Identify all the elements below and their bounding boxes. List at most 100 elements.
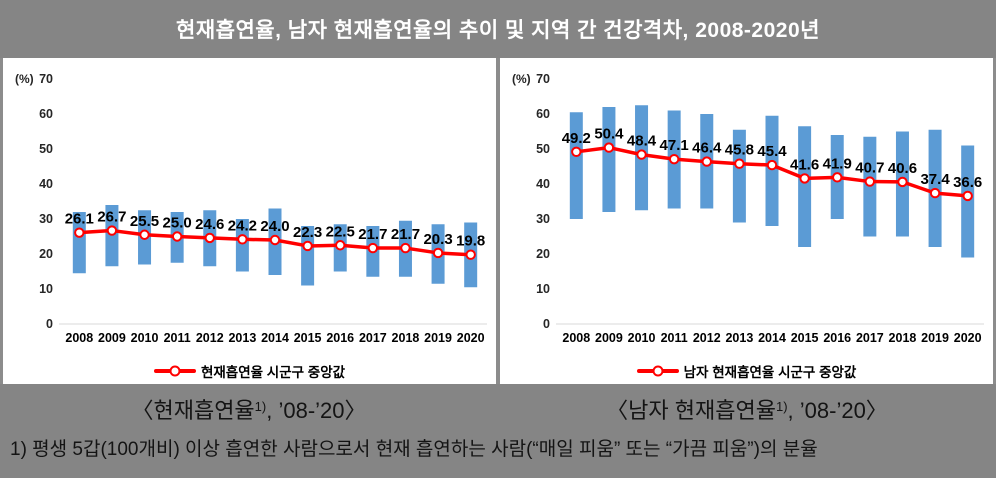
x-tick-label: 2011	[163, 331, 190, 345]
median-marker	[269, 234, 280, 246]
median-marker	[635, 149, 647, 160]
data-label: 22.3	[293, 224, 322, 241]
median-marker	[73, 227, 85, 238]
median-marker	[864, 176, 875, 187]
y-tick-label: 0	[46, 317, 53, 331]
y-tick-label: 40	[39, 177, 53, 191]
data-label: 49.2	[561, 130, 590, 147]
captions-row: 〈현재흡연율1), ’08-’20〉 〈남자 현재흡연율1), ’08-’20〉	[0, 384, 996, 425]
data-label: 40.6	[887, 160, 916, 177]
y-tick-label: 10	[39, 282, 53, 296]
data-label: 45.4	[757, 143, 787, 160]
x-tick-label: 2020	[953, 331, 981, 345]
data-label: 25.0	[162, 215, 191, 232]
legend-marker-icon	[153, 365, 196, 377]
data-label: 24.2	[227, 217, 256, 234]
y-tick-label: 20	[536, 247, 550, 261]
data-label: 20.3	[423, 231, 452, 248]
median-marker	[929, 187, 940, 199]
median-marker	[961, 190, 973, 202]
y-tick-label: 0	[543, 317, 550, 331]
caption-text: 〈남자 현재흡연율	[606, 398, 776, 423]
legend-male-smoking: 남자 현재흡연율 시군구 중앙값	[636, 361, 856, 381]
x-tick-label: 2009	[98, 331, 126, 345]
data-label: 25.5	[129, 213, 158, 230]
y-tick-label: 70	[536, 72, 550, 86]
y-axis-unit-label: (%)	[512, 72, 531, 86]
title-bar: 현재흡연율, 남자 현재흡연율의 추이 및 지역 간 건강격차, 2008-20…	[0, 0, 996, 58]
data-label: 41.9	[822, 155, 851, 172]
median-marker	[236, 234, 248, 245]
y-tick-label: 60	[536, 107, 550, 121]
caption-footnote-ref: 1)	[254, 399, 267, 414]
x-tick-label: 2008	[65, 331, 93, 345]
y-axis-unit-label: (%)	[15, 72, 34, 86]
median-marker	[733, 158, 745, 169]
median-marker	[570, 146, 582, 158]
median-marker	[106, 225, 117, 236]
footer-band: 〈현재흡연율1), ’08-’20〉 〈남자 현재흡연율1), ’08-’20〉…	[0, 384, 996, 478]
x-tick-label: 2018	[888, 331, 916, 345]
data-label: 19.8	[456, 233, 485, 250]
legend-current-smoking: 현재흡연율 시군구 중앙값	[153, 361, 345, 381]
y-tick-label: 50	[39, 142, 53, 156]
median-marker	[301, 240, 313, 252]
x-tick-label: 2010	[627, 331, 655, 345]
x-tick-label: 2020	[456, 331, 484, 345]
x-tick-label: 2018	[391, 331, 419, 345]
x-tick-label: 2017	[358, 331, 386, 345]
data-label: 36.6	[953, 174, 982, 191]
range-bar	[765, 115, 778, 226]
footnote: 1) 평생 5갑(100개비) 이상 흡연한 사람으로서 현재 흡연하는 사람(…	[10, 439, 818, 460]
x-tick-label: 2017	[855, 331, 883, 345]
page-title: 현재흡연율, 남자 현재흡연율의 추이 및 지역 간 건강격차, 2008-20…	[176, 19, 820, 42]
median-marker	[399, 242, 411, 254]
x-tick-label: 2019	[424, 331, 452, 345]
caption-suffix: , ’08-’20〉	[787, 398, 888, 423]
x-tick-label: 2019	[921, 331, 949, 345]
data-label: 45.8	[724, 142, 753, 159]
range-bar	[72, 212, 86, 274]
chart-panel-male-smoking: (%) 0 10 20 30 40 50 60 70 49.2 50.4 48.4 47.1 46.4 45…	[500, 58, 993, 384]
data-label: 47.1	[659, 137, 688, 154]
median-marker	[464, 249, 476, 260]
median-marker	[896, 176, 908, 188]
y-tick-label: 40	[536, 177, 550, 191]
caption-text: 〈현재흡연율	[131, 398, 255, 423]
x-tick-label: 2010	[130, 331, 158, 345]
data-label: 50.4	[594, 126, 624, 143]
data-label: 41.6	[790, 156, 819, 173]
range-bar	[235, 219, 249, 272]
range-bar	[797, 126, 811, 247]
x-tick-label: 2016	[823, 331, 851, 345]
x-tick-label: 2013	[228, 331, 256, 345]
charts-row: (%) 0 10 20 30 40 50 60 70 26.1 26.7 25.5 25.0 24.6 24…	[0, 58, 996, 384]
x-tick-label: 2015	[293, 331, 321, 345]
x-tick-label: 2011	[660, 331, 687, 345]
caption-suffix: , ’08-’20〉	[266, 398, 367, 423]
median-marker	[766, 159, 777, 171]
y-tick-label: 70	[39, 72, 53, 86]
range-bar	[732, 129, 746, 223]
range-bar	[569, 112, 583, 219]
data-label: 26.7	[97, 209, 126, 226]
x-tick-label: 2008	[562, 331, 590, 345]
data-label: 22.5	[325, 223, 354, 240]
chart-panel-current-smoking: (%) 0 10 20 30 40 50 60 70 26.1 26.7 25.5 25.0 24.6 24…	[3, 58, 496, 384]
median-marker	[432, 247, 443, 259]
data-label: 48.4	[626, 133, 656, 150]
x-tick-label: 2012	[195, 331, 223, 345]
data-label: 21.7	[358, 226, 387, 243]
range-bar	[960, 145, 974, 258]
data-label: 46.4	[692, 140, 722, 157]
median-marker	[603, 142, 614, 153]
legend-dot-icon	[652, 365, 664, 377]
range-bar	[300, 226, 314, 286]
y-tick-label: 30	[536, 212, 550, 226]
median-marker	[204, 232, 215, 244]
data-label: 21.7	[390, 226, 419, 243]
x-tick-label: 2014	[758, 331, 786, 345]
x-tick-label: 2012	[692, 331, 720, 345]
